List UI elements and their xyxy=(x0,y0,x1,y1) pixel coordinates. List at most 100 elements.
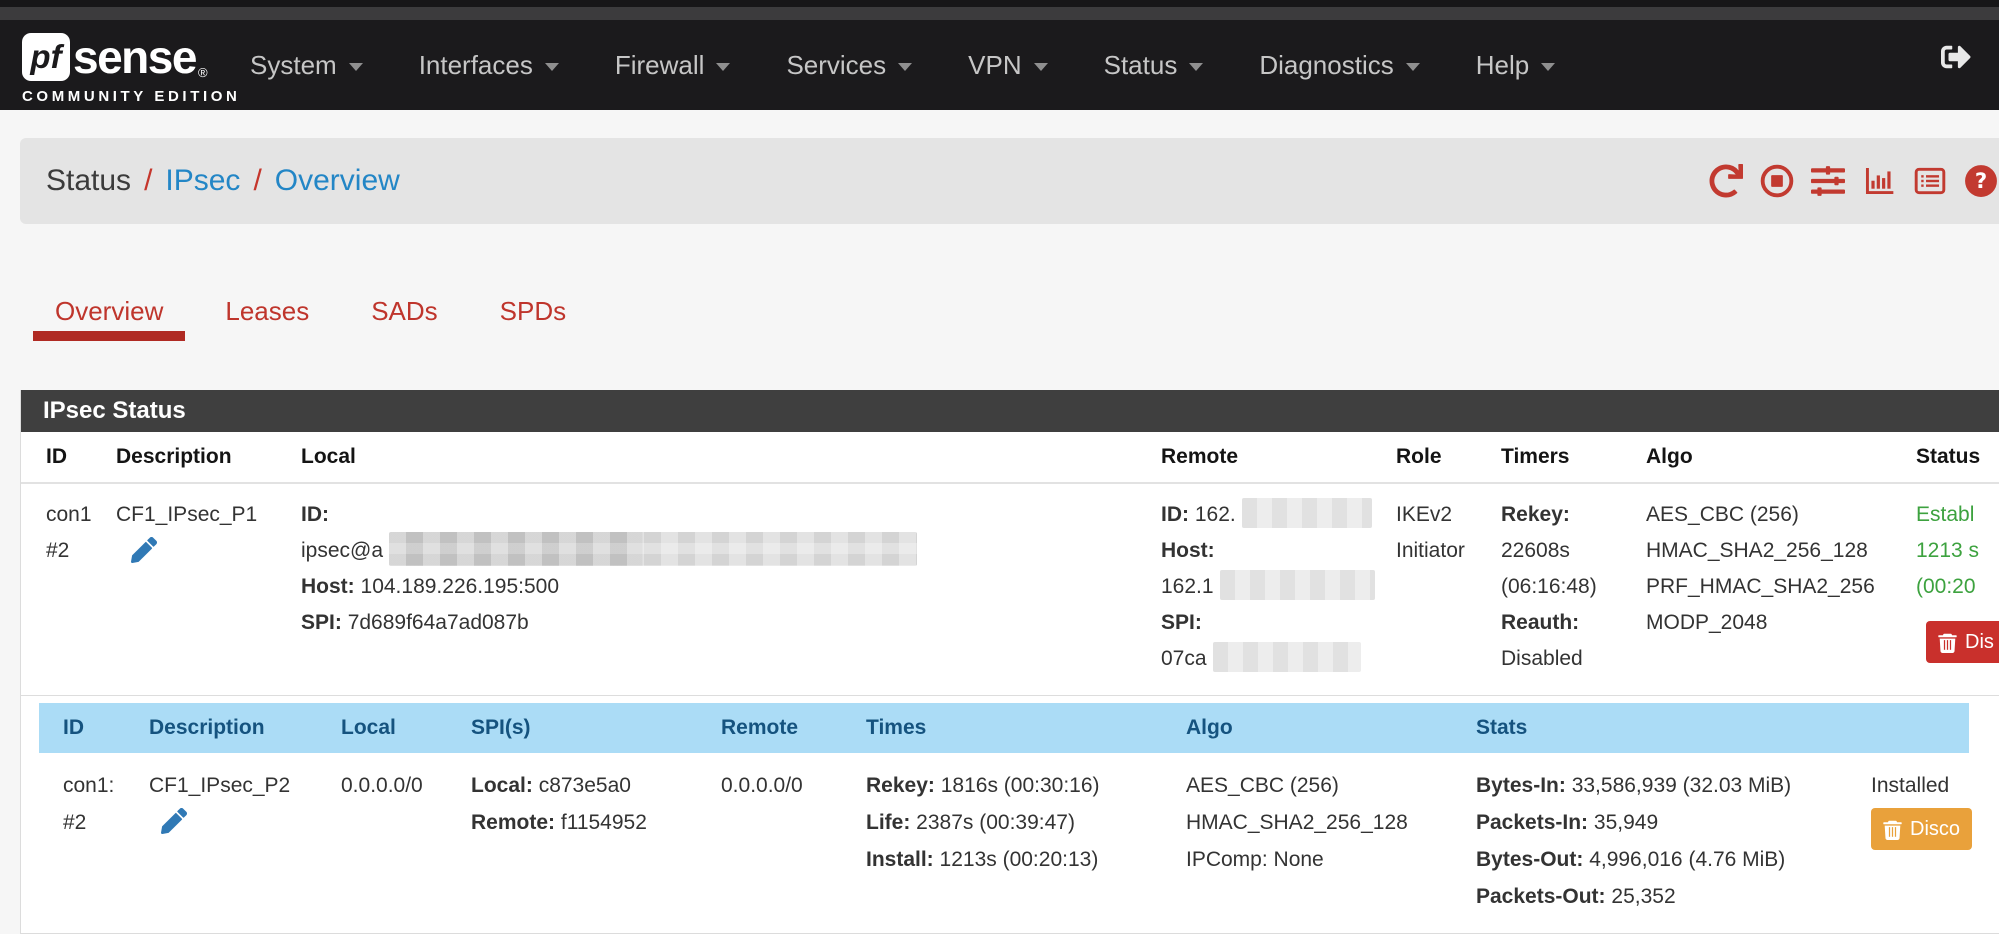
cell-description: CF1_IPsec_P1 xyxy=(106,483,291,696)
col-actions xyxy=(1861,703,1969,753)
brand-edition: COMMUNITY EDITION xyxy=(22,88,241,105)
caret-down-icon xyxy=(898,63,913,71)
cell-description: CF1_IPsec_P2 xyxy=(139,753,331,923)
stop-icon[interactable] xyxy=(1760,164,1794,198)
redacted-remote-host xyxy=(1219,570,1375,601)
col-remote: Remote xyxy=(711,703,856,753)
pf-logo-mark: pf xyxy=(22,33,70,81)
col-local: Local xyxy=(291,432,1151,484)
col-id: ID xyxy=(39,703,139,753)
trash-icon xyxy=(1938,633,1957,653)
tab-sads[interactable]: SADs xyxy=(371,296,438,326)
status-installed: Installed xyxy=(1871,774,1950,797)
nav-item-interfaces[interactable]: Interfaces xyxy=(419,50,559,81)
sign-out-button[interactable] xyxy=(1939,42,1973,77)
sliders-icon[interactable] xyxy=(1811,164,1845,198)
help-icon[interactable]: ? xyxy=(1964,164,1998,198)
child-sa-row: con1: #2 CF1_IPsec_P2 0.0.0.0/0 Local: c… xyxy=(39,753,1973,923)
redacted-remote-id xyxy=(1241,498,1372,529)
col-algo: Algo xyxy=(1636,432,1906,484)
nav-item-help[interactable]: Help xyxy=(1476,50,1556,81)
cell-stats: Bytes-In: 33,586,939 (32.03 MiB) Packets… xyxy=(1476,774,1792,908)
cell-role: IKEv2 Initiator xyxy=(1386,483,1491,696)
caret-down-icon xyxy=(544,63,559,71)
cell-status: Establ 1213 s (00:20 Dis xyxy=(1906,483,1999,696)
pfsense-logo[interactable]: pf sense ® COMMUNITY EDITION xyxy=(22,30,240,105)
disconnect-child-button[interactable]: Disco xyxy=(1871,808,1973,850)
breadcrumb-panel: Status / IPsec / Overview ? xyxy=(20,138,1999,224)
svg-text:?: ? xyxy=(1975,169,1987,194)
nav-item-services[interactable]: Services xyxy=(786,50,913,81)
trash-icon xyxy=(1883,820,1902,840)
breadcrumb-status: Status xyxy=(46,164,132,197)
col-timers: Timers xyxy=(1491,432,1636,484)
col-stats: Stats xyxy=(1466,703,1861,753)
tab-leases[interactable]: Leases xyxy=(225,296,310,326)
cell-algo: AES_CBC (256) HMAC_SHA2_256_128 PRF_HMAC… xyxy=(1636,483,1906,696)
list-icon[interactable] xyxy=(1913,164,1947,198)
cell-spis: Local: c873e5a0 Remote: f1154952 xyxy=(471,774,647,834)
col-description: Description xyxy=(139,703,331,753)
cell-remote: 0.0.0.0/0 xyxy=(721,774,803,797)
nav-item-diagnostics[interactable]: Diagnostics xyxy=(1259,50,1420,81)
col-remote: Remote xyxy=(1151,432,1386,484)
col-description: Description xyxy=(106,432,291,484)
caret-down-icon xyxy=(348,63,363,71)
col-local: Local xyxy=(331,703,461,753)
child-sa-table: ID Description Local SPI(s) Remote Times… xyxy=(39,703,1973,923)
cell-remote: ID: 162. Host: 162.1 SPI: 07ca xyxy=(1151,483,1386,696)
brand-text: sense xyxy=(73,31,197,83)
bar-chart-icon[interactable] xyxy=(1862,164,1896,198)
nav-item-firewall[interactable]: Firewall xyxy=(615,50,731,81)
breadcrumb-action-icons: ? xyxy=(1709,138,1998,224)
breadcrumb: Status / IPsec / Overview xyxy=(46,138,400,224)
top-navbar: pf sense ® COMMUNITY EDITION System Inte… xyxy=(0,0,1999,110)
refresh-icon[interactable] xyxy=(1709,164,1743,198)
main-menu: System Interfaces Firewall Services VPN … xyxy=(250,20,1556,110)
breadcrumb-separator: / xyxy=(144,164,153,197)
caret-down-icon xyxy=(716,63,731,71)
disconnect-button[interactable]: Dis xyxy=(1926,621,1999,663)
redacted-local-id xyxy=(389,532,918,567)
ike-table-header-row: ID Description Local Remote Role Timers … xyxy=(21,432,1999,484)
status-established: Establ xyxy=(1916,503,1975,526)
col-id: ID xyxy=(21,432,106,484)
caret-down-icon xyxy=(1405,63,1420,71)
pencil-icon xyxy=(161,808,187,835)
child-sa-section: ID Description Local SPI(s) Remote Times… xyxy=(39,703,1999,923)
caret-down-icon xyxy=(1541,63,1556,71)
redacted-remote-spi xyxy=(1212,642,1361,673)
nav-item-vpn[interactable]: VPN xyxy=(968,50,1048,81)
cell-times: Rekey: 1816s (00:30:16) Life: 2387s (00:… xyxy=(866,774,1100,871)
cell-local: 0.0.0.0/0 xyxy=(341,774,423,797)
cell-id: con1: #2 xyxy=(63,774,115,834)
caret-down-icon xyxy=(1033,63,1048,71)
breadcrumb-ipsec-link[interactable]: IPsec xyxy=(165,164,241,197)
sign-out-icon xyxy=(1941,45,1971,69)
pencil-icon xyxy=(131,537,157,564)
ipsec-status-card: IPsec Status ID Description Local Remote… xyxy=(20,390,1999,934)
cell-status: Installed Disco xyxy=(1861,753,1973,923)
edit-phase1-button[interactable] xyxy=(131,537,157,575)
tab-spds[interactable]: SPDs xyxy=(499,296,567,326)
cell-algo: AES_CBC (256) HMAC_SHA2_256_128 IPComp: … xyxy=(1186,774,1408,871)
ike-sa-table: ID Description Local Remote Role Timers … xyxy=(21,432,1999,696)
cell-timers: Rekey: 22608s (06:16:48) Reauth: Disable… xyxy=(1491,483,1636,696)
cell-id: con1 #2 xyxy=(21,483,106,696)
edit-phase2-button[interactable] xyxy=(161,808,187,846)
col-spis: SPI(s) xyxy=(461,703,711,753)
registered-mark: ® xyxy=(197,65,208,80)
nav-item-status[interactable]: Status xyxy=(1104,50,1204,81)
tab-overview[interactable]: Overview xyxy=(33,282,185,341)
breadcrumb-separator: / xyxy=(253,164,262,197)
navbar-accent-strip xyxy=(0,7,1999,20)
child-table-header-row: ID Description Local SPI(s) Remote Times… xyxy=(39,703,1969,753)
navbar-top-strip xyxy=(0,0,1999,7)
breadcrumb-overview-link[interactable]: Overview xyxy=(274,164,400,197)
caret-down-icon xyxy=(1189,63,1204,71)
col-role: Role xyxy=(1386,432,1491,484)
panel-heading: IPsec Status xyxy=(21,390,1999,432)
tab-bar: Overview Leases SADs SPDs xyxy=(33,282,606,341)
nav-item-system[interactable]: System xyxy=(250,50,363,81)
col-algo: Algo xyxy=(1176,703,1466,753)
